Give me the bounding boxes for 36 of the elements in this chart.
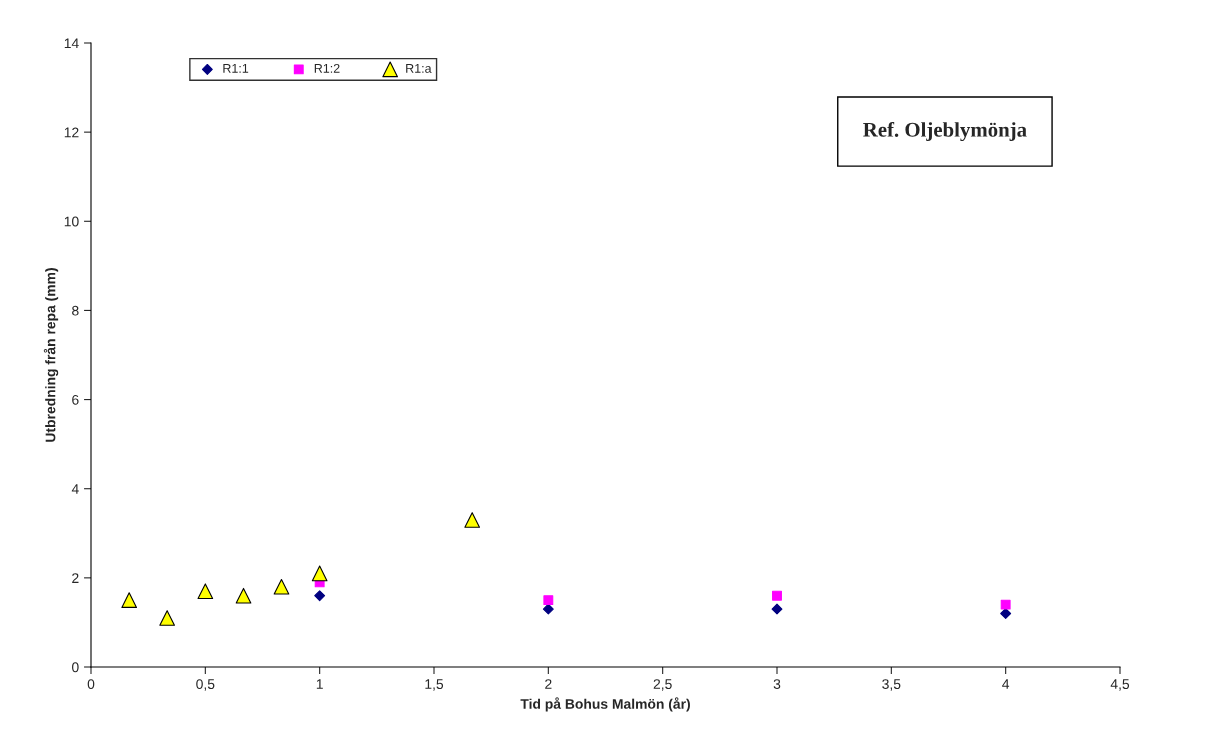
- point: [121, 592, 138, 608]
- point: [197, 583, 214, 600]
- y-tick-label: 8: [72, 305, 79, 316]
- point: [235, 587, 252, 604]
- x-tick-label: 2,5: [653, 679, 672, 691]
- legend-label: R1:1: [223, 64, 249, 73]
- point: [772, 590, 782, 601]
- x-tick-label: 3: [773, 679, 781, 690]
- point: [543, 595, 554, 606]
- annotation: Ref. Oljeblymönja: [863, 121, 1027, 142]
- x-axis-title: Tid på Bohus Malmön (år): [520, 697, 690, 712]
- x-tick-label: 1,5: [425, 679, 444, 691]
- point: [273, 578, 290, 595]
- point: [464, 512, 481, 528]
- x-tick-label: 4,5: [1110, 679, 1130, 691]
- y-tick-label: 6: [72, 394, 79, 405]
- y-tick-label: 12: [64, 127, 79, 138]
- y-tick-label: 4: [71, 484, 79, 494]
- point: [311, 565, 328, 582]
- y-axis-title: Utbredning från repa (mm): [43, 268, 59, 442]
- x-tick-label: 3,5: [882, 679, 901, 691]
- point: [1000, 599, 1011, 610]
- point: [771, 603, 783, 615]
- y-tick-label: 2: [72, 573, 79, 583]
- y-tick-label: 0: [72, 662, 79, 673]
- legend-label: R1:2: [314, 63, 340, 73]
- x-tick-label: 0: [87, 679, 95, 690]
- y-tick-label: 10: [64, 216, 79, 227]
- legend-label: R1:a: [406, 64, 432, 73]
- x-tick-label: 2: [545, 679, 552, 689]
- x-tick-label: 1: [316, 679, 323, 689]
- point: [314, 590, 326, 602]
- x-tick-label: 4: [1002, 679, 1010, 689]
- y-tick-label: 14: [64, 38, 79, 49]
- x-tick-label: 0,5: [196, 679, 215, 691]
- point: [159, 610, 175, 626]
